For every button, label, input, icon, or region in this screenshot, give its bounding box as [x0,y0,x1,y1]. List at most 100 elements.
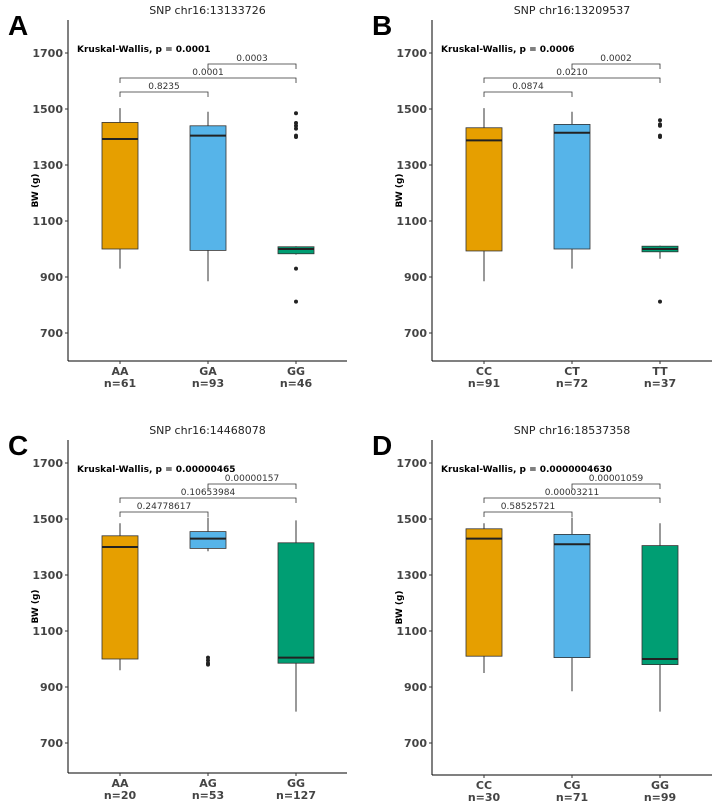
comparison-bracket [483,511,573,517]
x-tick-label: TT [652,365,668,378]
comparison-bracket [571,63,661,69]
y-tick-label: 1500 [32,103,63,116]
panel-b: B SNP chr16:13209537 BW (g) 700 900 1100 1300 1… [372,4,712,390]
x-tick-count: n=53 [192,789,224,802]
outlier-point [294,266,298,271]
comparison-p-value: 0.00000157 [225,474,279,484]
box-cc [465,127,503,252]
outlier-point [294,111,298,116]
x-tick-count: n=61 [104,377,136,390]
test-label: Kruskal-Wallis, p = 0.0000004630 [441,465,612,475]
x-tick-label: CC [476,779,492,792]
comparison-p-value: 0.0003 [236,54,268,64]
box-cg [553,534,591,659]
x-tick-count: n=91 [468,377,500,390]
x-tick-label: AA [111,777,129,790]
y-axis-label: BW (g) [31,589,41,623]
panel-c: C SNP chr16:14468078 BW (g) 700 900 1100 1300 1… [8,424,347,802]
comparison-bracket [483,77,661,83]
test-label: Kruskal-Wallis, p = 0.0006 [441,45,574,55]
box-gg [277,246,315,255]
outlier-point [658,118,662,123]
y-tick-label: 1700 [396,457,427,470]
y-tick-label: 1300 [396,569,427,582]
x-tick-count: n=72 [556,377,588,390]
comparison-p-value: 0.58525721 [501,502,555,512]
y-tick-label: 700 [404,327,427,340]
y-tick-label: 900 [40,681,63,694]
comparison-p-value: 0.0002 [600,54,632,64]
x-tick-count: n=30 [468,791,501,802]
x-tick-count: n=99 [644,791,676,802]
outlier-point [206,662,210,667]
outlier-point [658,135,662,139]
chart-title: SNP chr16:13133726 [149,4,266,17]
x-tick-label: CT [564,365,580,378]
outlier-point [294,135,298,139]
x-tick-label: CG [563,779,580,792]
outlier-point [206,658,210,663]
comparison-bracket [483,497,661,503]
x-tick-label: GG [287,365,305,378]
x-tick-count: n=127 [276,789,316,802]
y-tick-label: 700 [404,737,427,750]
x-tick-count: n=46 [280,377,313,390]
panel-letter: B [372,10,392,41]
comparison-p-value: 0.8235 [148,82,180,92]
comparison-bracket [483,91,573,97]
y-tick-label: 900 [40,271,63,284]
box-gg [277,542,315,664]
panel-d: D SNP chr16:18537358 BW (g) 700 900 1100 1300 1… [372,424,712,802]
comparison-bracket [207,483,297,489]
panel-letter: D [372,430,392,461]
comparison-bracket [119,497,297,503]
panel-letter: A [8,10,28,41]
box-aa [101,535,139,660]
outlier-point [294,126,298,131]
box-ag [189,531,227,549]
y-axis-label: BW (g) [395,173,405,207]
y-tick-label: 700 [40,737,63,750]
y-tick-label: 1700 [32,457,63,470]
comparison-p-value: 0.10653984 [181,488,236,498]
chart-title: SNP chr16:18537358 [514,424,631,437]
comparison-p-value: 0.0210 [556,68,588,78]
y-tick-label: 1500 [396,103,427,116]
y-tick-label: 900 [404,681,427,694]
x-tick-count: n=37 [644,377,676,390]
comparison-p-value: 0.00003211 [545,488,599,498]
box-ga [189,125,227,251]
comparison-p-value: 0.0874 [512,82,544,92]
box-ct [553,124,591,250]
y-tick-label: 1300 [396,159,427,172]
outlier-point [658,299,662,304]
y-tick-label: 700 [40,327,63,340]
y-axis-label: BW (g) [395,590,405,624]
y-tick-label: 1700 [396,47,427,60]
test-label: Kruskal-Wallis, p = 0.00000465 [77,465,236,475]
y-tick-label: 1100 [32,215,63,228]
comparison-bracket [571,483,661,489]
comparison-bracket [207,63,297,69]
chart-title: SNP chr16:14468078 [149,424,266,437]
y-tick-label: 1100 [396,625,427,638]
panel-letter: C [8,430,28,461]
y-tick-label: 1300 [32,159,63,172]
comparison-p-value: 0.0001 [192,68,224,78]
comparison-bracket [119,91,209,97]
y-axis-label: BW (g) [31,173,41,207]
y-tick-label: 1700 [32,47,63,60]
x-tick-count: n=71 [556,791,588,802]
box-gg [641,545,679,665]
comparison-bracket [119,77,297,83]
test-label: Kruskal-Wallis, p = 0.0001 [77,45,210,55]
x-tick-count: n=93 [192,377,224,390]
y-tick-label: 900 [404,271,427,284]
chart-title: SNP chr16:13209537 [514,4,631,17]
x-tick-label: AA [111,365,129,378]
y-tick-label: 1500 [32,513,63,526]
outlier-point [294,299,298,304]
comparison-bracket [119,511,209,517]
outlier-point [294,123,298,128]
